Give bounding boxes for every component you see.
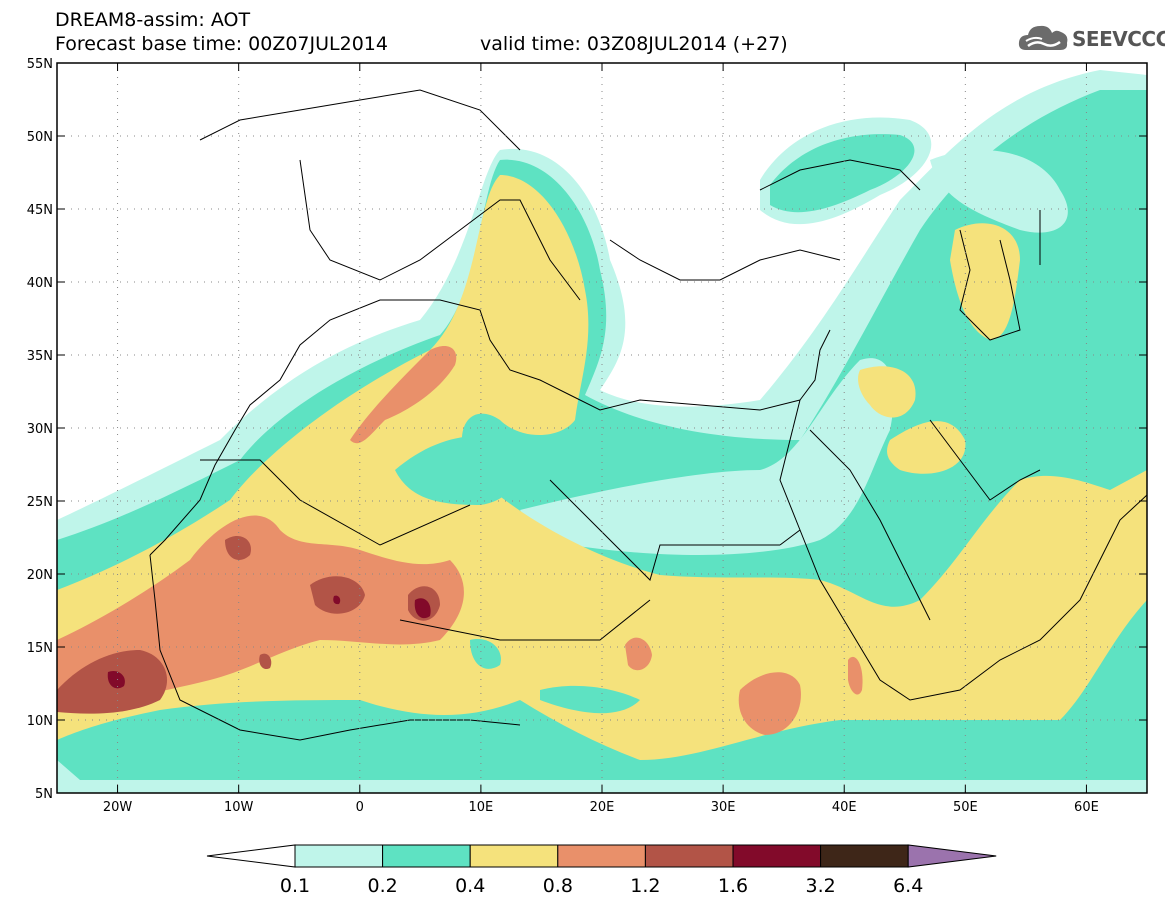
aot-band-0.1-inner — [520, 150, 1068, 555]
colorbar-level-label: 0.1 — [280, 875, 310, 897]
colorbar-swatch — [644, 844, 734, 868]
coastlines — [149, 89, 1147, 741]
lon-tick-label: 60E — [1074, 800, 1099, 815]
lat-tick-label: 10N — [27, 714, 53, 729]
lat-tick-label: 35N — [27, 349, 53, 364]
colorbar-level-label: 0.2 — [367, 875, 397, 897]
seevccc-logo: SEEVCCC — [1018, 22, 1165, 56]
colorbar-level-label: 3.2 — [805, 875, 835, 897]
colorbar-arrow-low — [206, 844, 296, 868]
colorbar-level-label: 0.4 — [455, 875, 485, 897]
cloud-icon — [1018, 25, 1068, 50]
colorbar-arrow-high — [907, 844, 997, 868]
colorbar-level-label: 0.8 — [543, 875, 573, 897]
logo-text: SEEVCCC — [1072, 27, 1165, 51]
lat-tick-label: 55N — [27, 57, 53, 72]
aot-band-0.8 — [57, 345, 863, 735]
colorbar-swatch — [469, 844, 559, 868]
colorbar-swatch — [732, 844, 822, 868]
aot-band-1.6 — [107, 595, 431, 689]
colorbar-level-label: 6.4 — [893, 875, 923, 897]
lon-tick-label: 40E — [832, 800, 857, 815]
lon-tick-label: 0 — [356, 800, 364, 815]
colorbar-swatch — [557, 844, 646, 868]
lon-tick-label: 30E — [711, 800, 736, 815]
lat-tick-label: 50N — [27, 130, 53, 145]
latitude-axis: 55N 50N 45N 40N 35N 30N 25N 20N 15N 10N 5N — [27, 57, 1147, 802]
map-title: DREAM8-assim: AOT — [55, 9, 251, 31]
aot-band-0.2-inner — [395, 436, 640, 714]
lat-tick-label: 45N — [27, 203, 53, 218]
colorbar-level-label: 1.6 — [718, 875, 748, 897]
lat-tick-label: 15N — [27, 641, 53, 656]
base-time: Forecast base time: 00Z07JUL2014 — [55, 33, 388, 55]
valid-time: valid time: 03Z08JUL2014 (+27) — [480, 33, 788, 55]
lat-tick-label: 20N — [27, 568, 53, 583]
lon-tick-label: 50E — [953, 800, 978, 815]
longitude-axis: 20W 10W 0 10E 20E 30E 40E 50E 60E — [103, 63, 1099, 815]
colorbar: 0.1 0.2 0.4 0.8 1.2 1.6 3.2 6.4 — [206, 844, 997, 897]
colorbar-swatch — [820, 844, 909, 868]
colorbar-swatch — [294, 844, 384, 868]
lon-tick-label: 20W — [103, 800, 133, 815]
forecast-times: Forecast base time: 00Z07JUL2014 valid ti… — [55, 33, 788, 55]
lon-tick-label: 10E — [469, 800, 494, 815]
lat-tick-label: 30N — [27, 422, 53, 437]
map-grid — [57, 63, 1147, 793]
lon-tick-label: 20E — [590, 800, 615, 815]
lat-tick-label: 25N — [27, 495, 53, 510]
lat-tick-label: 5N — [35, 787, 53, 802]
colorbar-level-label: 1.2 — [630, 875, 660, 897]
lon-tick-label: 10W — [224, 800, 254, 815]
lat-tick-label: 40N — [27, 276, 53, 291]
colorbar-swatch — [382, 844, 471, 868]
